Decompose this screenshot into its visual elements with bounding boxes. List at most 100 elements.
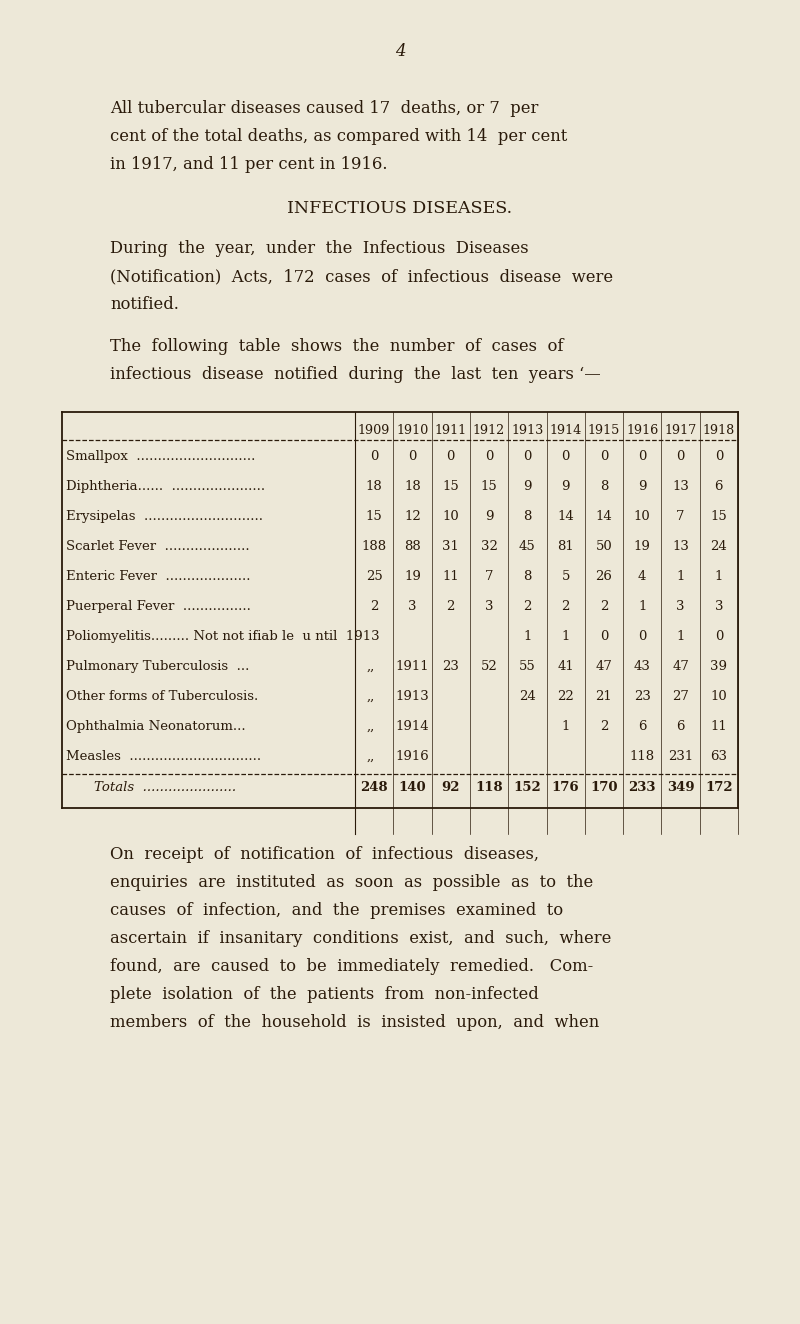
- Text: 1: 1: [676, 630, 685, 643]
- Text: INFECTIOUS DISEASES.: INFECTIOUS DISEASES.: [287, 200, 513, 217]
- Text: ,,: ,,: [366, 659, 374, 673]
- Text: 349: 349: [666, 781, 694, 794]
- Text: 15: 15: [366, 510, 382, 523]
- Text: 231: 231: [668, 749, 693, 763]
- Text: 3: 3: [676, 600, 685, 613]
- Text: 3: 3: [714, 600, 723, 613]
- Text: 50: 50: [595, 540, 612, 553]
- Text: notified.: notified.: [110, 297, 179, 312]
- Text: 1912: 1912: [473, 424, 505, 437]
- Text: 10: 10: [442, 510, 459, 523]
- Text: 9: 9: [562, 481, 570, 493]
- Text: 152: 152: [514, 781, 542, 794]
- Text: 23: 23: [634, 690, 650, 703]
- Text: 2: 2: [562, 600, 570, 613]
- Text: 15: 15: [481, 481, 498, 493]
- Text: ,,: ,,: [366, 720, 374, 733]
- Text: Measles  ...............................: Measles ...............................: [66, 749, 261, 763]
- Text: Totals  ......................: Totals ......................: [94, 781, 236, 794]
- Text: 6: 6: [714, 481, 723, 493]
- Text: 0: 0: [714, 450, 723, 463]
- Text: All tubercular diseases caused 17  deaths, or 7  per: All tubercular diseases caused 17 deaths…: [110, 101, 538, 117]
- Text: 1914: 1914: [396, 720, 430, 733]
- Text: 0: 0: [600, 450, 608, 463]
- Text: 63: 63: [710, 749, 727, 763]
- Text: 118: 118: [630, 749, 655, 763]
- Text: 88: 88: [404, 540, 421, 553]
- Text: 0: 0: [676, 450, 685, 463]
- Text: Smallpox  ............................: Smallpox ............................: [66, 450, 255, 463]
- Text: 1914: 1914: [550, 424, 582, 437]
- Text: 9: 9: [485, 510, 494, 523]
- Text: 3: 3: [408, 600, 417, 613]
- Text: 170: 170: [590, 781, 618, 794]
- Text: 13: 13: [672, 540, 689, 553]
- Text: Ophthalmia Neonatorum...: Ophthalmia Neonatorum...: [66, 720, 246, 733]
- Text: ascertain  if  insanitary  conditions  exist,  and  such,  where: ascertain if insanitary conditions exist…: [110, 929, 611, 947]
- Text: Puerperal Fever  ................: Puerperal Fever ................: [66, 600, 251, 613]
- Text: 2: 2: [600, 720, 608, 733]
- Text: 3: 3: [485, 600, 494, 613]
- Text: 19: 19: [634, 540, 650, 553]
- Text: 2: 2: [446, 600, 455, 613]
- Text: Erysipelas  ............................: Erysipelas ............................: [66, 510, 263, 523]
- Text: 1915: 1915: [588, 424, 620, 437]
- Text: 43: 43: [634, 659, 650, 673]
- Text: On  receipt  of  notification  of  infectious  diseases,: On receipt of notification of infectious…: [110, 846, 539, 863]
- Text: 14: 14: [595, 510, 612, 523]
- Text: 1909: 1909: [358, 424, 390, 437]
- Text: 25: 25: [366, 571, 382, 583]
- Text: 0: 0: [562, 450, 570, 463]
- Text: 0: 0: [714, 630, 723, 643]
- Text: plete  isolation  of  the  patients  from  non-infected: plete isolation of the patients from non…: [110, 986, 538, 1004]
- Text: 27: 27: [672, 690, 689, 703]
- Text: 11: 11: [442, 571, 459, 583]
- Text: 118: 118: [475, 781, 503, 794]
- Text: 0: 0: [446, 450, 455, 463]
- Text: 2: 2: [600, 600, 608, 613]
- Text: 188: 188: [362, 540, 386, 553]
- Text: ,,: ,,: [366, 690, 374, 703]
- Text: 10: 10: [634, 510, 650, 523]
- Text: 19: 19: [404, 571, 421, 583]
- Text: 18: 18: [366, 481, 382, 493]
- Text: members  of  the  household  is  insisted  upon,  and  when: members of the household is insisted upo…: [110, 1014, 599, 1031]
- Text: 1: 1: [714, 571, 723, 583]
- Text: 15: 15: [710, 510, 727, 523]
- Text: 0: 0: [638, 630, 646, 643]
- Text: 172: 172: [705, 781, 733, 794]
- Text: 10: 10: [710, 690, 727, 703]
- Text: 92: 92: [442, 781, 460, 794]
- Text: 52: 52: [481, 659, 498, 673]
- Text: infectious  disease  notified  during  the  last  ten  years ‘—: infectious disease notified during the l…: [110, 365, 601, 383]
- Text: 8: 8: [523, 571, 531, 583]
- Text: 4: 4: [638, 571, 646, 583]
- Text: 0: 0: [485, 450, 494, 463]
- Text: 39: 39: [710, 659, 727, 673]
- Text: 47: 47: [672, 659, 689, 673]
- Text: Poliomyelitis......... Not not ifiab le  u ntil  1913: Poliomyelitis......... Not not ifiab le …: [66, 630, 380, 643]
- Text: 8: 8: [600, 481, 608, 493]
- Text: 1: 1: [638, 600, 646, 613]
- Text: 11: 11: [710, 720, 727, 733]
- Text: 9: 9: [523, 481, 532, 493]
- Text: 81: 81: [558, 540, 574, 553]
- Text: 1917: 1917: [665, 424, 697, 437]
- Text: 31: 31: [442, 540, 459, 553]
- Text: 2: 2: [370, 600, 378, 613]
- Text: 1916: 1916: [395, 749, 430, 763]
- Text: 1: 1: [562, 630, 570, 643]
- Text: 14: 14: [558, 510, 574, 523]
- Text: 1916: 1916: [626, 424, 658, 437]
- Text: 32: 32: [481, 540, 498, 553]
- Text: 15: 15: [442, 481, 459, 493]
- Text: causes  of  infection,  and  the  premises  examined  to: causes of infection, and the premises ex…: [110, 902, 563, 919]
- Text: 7: 7: [676, 510, 685, 523]
- Text: 9: 9: [638, 481, 646, 493]
- Text: 1911: 1911: [434, 424, 467, 437]
- Text: 6: 6: [638, 720, 646, 733]
- Text: 24: 24: [519, 690, 536, 703]
- Text: 12: 12: [404, 510, 421, 523]
- Text: 1910: 1910: [396, 424, 429, 437]
- Text: 1: 1: [523, 630, 531, 643]
